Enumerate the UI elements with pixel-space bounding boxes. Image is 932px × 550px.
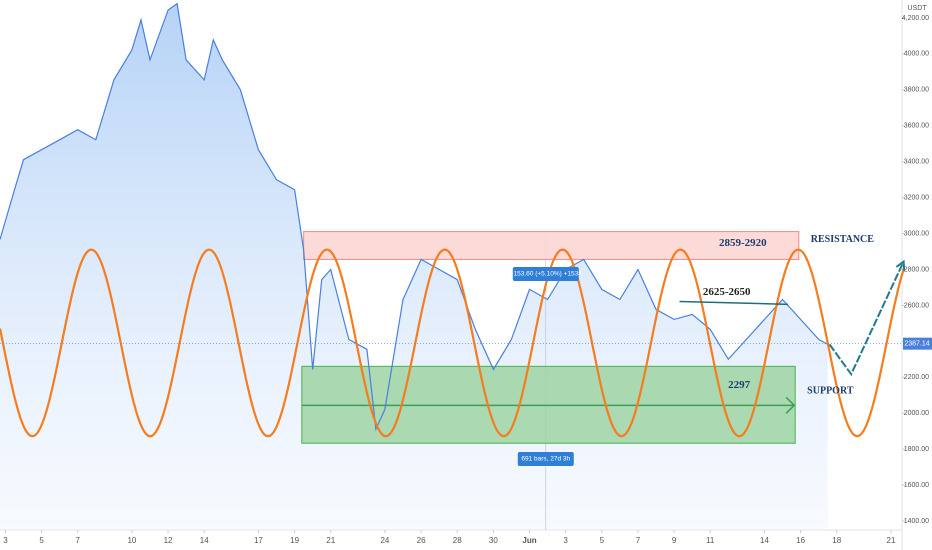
y-tick-label: 2800.00 xyxy=(904,266,929,273)
y-tick-label: 3400.00 xyxy=(904,159,929,166)
x-tick-label: 3 xyxy=(563,536,568,545)
x-tick-label: 7 xyxy=(75,536,80,545)
x-tick-label: 14 xyxy=(200,536,209,545)
x-tick-label: Jun xyxy=(522,536,536,545)
x-tick-label: 16 xyxy=(796,536,805,545)
x-tick-label: 19 xyxy=(290,536,299,545)
y-tick-label: 3600.00 xyxy=(904,123,929,130)
measure-label: 691 bars, 27d 3h xyxy=(521,456,570,463)
y-tick-label: 2200.00 xyxy=(904,374,929,381)
x-tick-label: 14 xyxy=(760,536,769,545)
x-tick-label: 21 xyxy=(326,536,335,545)
measure-box xyxy=(517,452,574,466)
zone-tag: RESISTANCE xyxy=(811,234,874,245)
x-tick-label: 21 xyxy=(887,536,896,545)
y-tick-label: 2600.00 xyxy=(904,302,929,309)
x-tick-label: 17 xyxy=(254,536,263,545)
x-tick-label: 30 xyxy=(489,536,498,545)
y-tick-label: 1600.00 xyxy=(904,482,929,489)
x-tick-label: 10 xyxy=(127,536,136,545)
x-tick-label: 12 xyxy=(164,536,173,545)
last-price-box xyxy=(903,337,932,350)
currency-label: USDT xyxy=(907,5,927,12)
x-tick-label: 5 xyxy=(39,536,44,545)
y-tick-label: 4,200.00 xyxy=(902,15,929,22)
cycle-wave xyxy=(0,248,906,438)
y-tick-label: 1800.00 xyxy=(904,446,929,453)
y-tick-label: 3200.00 xyxy=(904,194,929,201)
zone-tag: SUPPORT xyxy=(807,386,854,397)
zone-box xyxy=(303,231,800,260)
x-tick-label: 9 xyxy=(672,536,677,545)
x-tick-label: 5 xyxy=(600,536,605,545)
x-tick-label: 11 xyxy=(706,536,715,545)
projection-line xyxy=(828,261,905,377)
price-line xyxy=(0,2,828,432)
x-tick-label: 7 xyxy=(636,536,641,545)
trend-line xyxy=(679,300,788,306)
y-tick-label: 2000.00 xyxy=(904,410,929,417)
x-tick-label: 3 xyxy=(3,536,8,545)
y-tick-label: 3000.00 xyxy=(904,230,929,237)
x-tick-label: 18 xyxy=(832,536,841,545)
projection-head xyxy=(895,259,906,271)
measure-label: +153.60 (+5.10%) +1534 xyxy=(510,271,582,278)
x-tick-label: 26 xyxy=(417,536,426,545)
x-tick-label: 24 xyxy=(380,536,389,545)
zone-label: 2297 xyxy=(728,379,751,391)
y-tick-label: 1400.00 xyxy=(904,518,929,525)
zone-arrow-head xyxy=(785,396,796,414)
measure-box xyxy=(512,267,579,281)
y-tick-label: 3800.00 xyxy=(904,87,929,94)
zone-label: 2859-2920 xyxy=(719,237,767,249)
trend-label: 2625-2650 xyxy=(703,286,751,298)
y-tick-label: 4000.00 xyxy=(904,51,929,58)
last-price-label: 2387.14 xyxy=(904,341,929,348)
x-tick-label: 28 xyxy=(453,536,462,545)
